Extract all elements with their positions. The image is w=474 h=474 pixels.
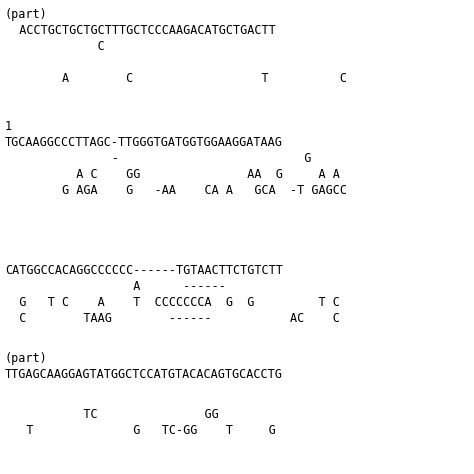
Text: C        TAAG        ------           AC    C: C TAAG ------ AC C — [5, 312, 340, 325]
Text: A C    GG               AA  G     A A: A C GG AA G A A — [5, 168, 340, 181]
Text: TTGAGCAAGGAGTATGGCTCCATGTACACAGTGCACCTG: TTGAGCAAGGAGTATGGCTCCATGTACACAGTGCACCTG — [5, 368, 283, 381]
Text: CATGGCCACAGGCCCCCC------TGTAACTTCTGTCTT: CATGGCCACAGGCCCCCC------TGTAACTTCTGTCTT — [5, 264, 283, 277]
Text: TC               GG: TC GG — [5, 408, 219, 421]
Text: -                          G: - G — [5, 152, 311, 165]
Text: TGCAAGGCCCTTAGC-TTGGGTGATGGTGGAAGGATAAG: TGCAAGGCCCTTAGC-TTGGGTGATGGTGGAAGGATAAG — [5, 136, 283, 149]
Text: G   T C    A    T  CCCCCCCA  G  G         T C: G T C A T CCCCCCCA G G T C — [5, 296, 340, 309]
Text: G AGA    G   -AA    CA A   GCA  -T GAGCC: G AGA G -AA CA A GCA -T GAGCC — [5, 184, 347, 197]
Text: A        C                  T          C: A C T C — [5, 72, 347, 85]
Text: 1: 1 — [5, 120, 12, 133]
Text: ACCTGCTGCTGCTTTGCTCCCAAGACATGCTGACTT: ACCTGCTGCTGCTTTGCTCCCAAGACATGCTGACTT — [5, 24, 276, 37]
Text: T              G   TC-GG    T     G: T G TC-GG T G — [5, 424, 276, 437]
Text: (part): (part) — [5, 8, 48, 21]
Text: (part): (part) — [5, 352, 48, 365]
Text: C: C — [5, 40, 105, 53]
Text: A      ------: A ------ — [5, 280, 226, 293]
